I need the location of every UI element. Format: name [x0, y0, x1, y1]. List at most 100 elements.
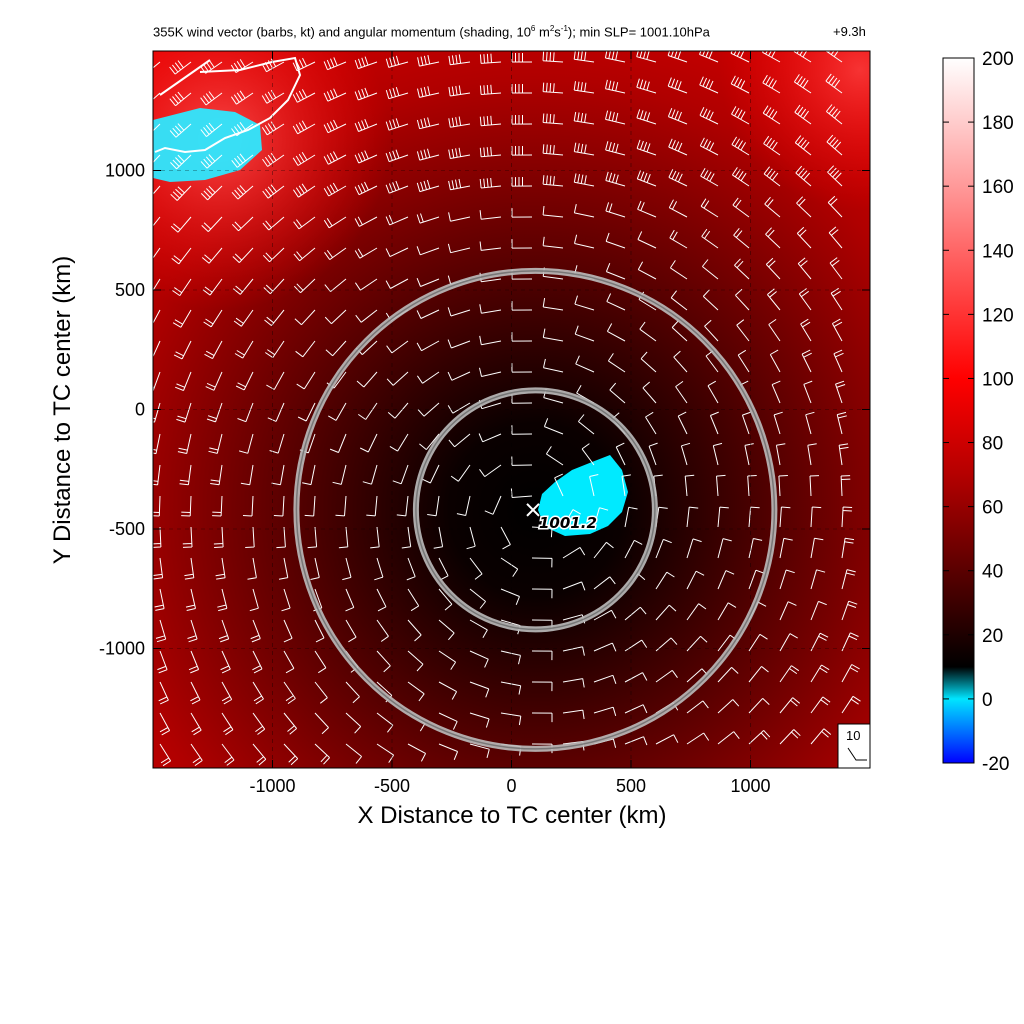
wind-barb	[154, 588, 165, 611]
wind-barb	[469, 650, 489, 668]
coastline-outline	[154, 56, 302, 154]
wind-barb	[185, 588, 196, 611]
wind-barb	[500, 526, 511, 550]
colorbar-tick-label: 20	[982, 626, 1003, 647]
wind-barb	[417, 55, 440, 67]
wind-barb	[669, 229, 688, 249]
x-tick-label: -1000	[249, 776, 295, 796]
wind-barb	[221, 681, 233, 705]
wind-barb	[511, 146, 533, 156]
wind-barb	[511, 332, 533, 342]
wind-barb	[169, 91, 192, 107]
wind-barb	[407, 588, 420, 612]
wind-barb	[307, 526, 318, 549]
wind-barb	[401, 526, 412, 549]
wind-barb	[323, 151, 347, 165]
wind-barb	[407, 650, 424, 672]
colorbar-tick-label: 100	[982, 369, 1014, 390]
colorbar-tick-label: 60	[982, 498, 1003, 519]
wind-barb	[825, 73, 843, 94]
wind-barb	[835, 380, 846, 404]
wind-barb	[833, 349, 844, 373]
wind-barb	[810, 696, 831, 714]
wind-barb	[573, 173, 595, 187]
wind-barb	[479, 335, 502, 346]
wind-barb	[323, 182, 347, 197]
wind-barb	[531, 588, 553, 599]
wind-barb	[562, 581, 586, 591]
wind-barb	[763, 135, 781, 156]
wind-barb	[573, 203, 595, 218]
wind-barb	[562, 509, 581, 528]
wind-barb	[796, 196, 812, 218]
wind-barb	[826, 104, 843, 125]
wind-barb	[304, 495, 316, 517]
wind-barb	[217, 588, 228, 612]
wind-barb	[615, 442, 626, 466]
colorbar-tick-label: 80	[982, 434, 1003, 455]
wind-barb	[438, 712, 458, 730]
wind-barb	[701, 228, 719, 249]
wind-barb	[637, 261, 657, 280]
wind-barb	[314, 650, 327, 674]
wind-barb	[744, 443, 754, 466]
wind-barb	[765, 257, 781, 280]
wind-barb	[826, 134, 843, 156]
wind-barb	[775, 443, 786, 466]
wind-barb	[261, 58, 285, 73]
wind-barb	[153, 309, 161, 325]
wind-barb	[302, 464, 316, 486]
wind-barb	[323, 119, 347, 134]
wind-barb	[153, 495, 161, 517]
wind-barb	[500, 681, 522, 695]
wind-barb	[230, 59, 254, 74]
wind-barb	[438, 650, 457, 670]
wind-barb	[593, 642, 617, 652]
wind-barb	[172, 309, 192, 328]
wind-barb	[359, 433, 378, 453]
wind-barb	[266, 371, 285, 390]
wind-barb	[624, 672, 648, 683]
wind-barb	[779, 601, 797, 621]
wind-barb	[159, 743, 172, 767]
wind-barb	[731, 106, 750, 125]
wind-barb	[169, 123, 192, 138]
wind-barb	[747, 475, 757, 497]
wind-barb	[830, 287, 843, 311]
wind-barb	[624, 539, 643, 559]
wind-barb	[283, 650, 295, 674]
x-axis-label: X Distance to TC center (km)	[358, 802, 667, 829]
wind-barb	[573, 51, 595, 63]
wind-barb	[479, 53, 502, 64]
wind-barb	[716, 474, 726, 497]
wind-barb	[578, 414, 595, 435]
wind-barb	[345, 712, 362, 734]
wind-barb	[575, 355, 595, 373]
wind-barb	[479, 210, 502, 220]
wind-barb	[233, 309, 254, 327]
wind-barb	[190, 712, 202, 736]
wind-barb	[376, 588, 387, 612]
wind-barb	[210, 464, 223, 486]
wind-barb	[797, 257, 812, 280]
wind-barb	[762, 51, 781, 63]
wind-barb	[252, 712, 266, 735]
y-tick-label: 0	[135, 400, 145, 420]
wind-barb	[511, 177, 533, 187]
wind-barb	[358, 402, 378, 420]
wind-barb	[173, 340, 192, 360]
wind-barb	[671, 320, 688, 342]
wind-barb	[416, 278, 440, 287]
wind-barb	[836, 411, 847, 435]
wind-barb	[645, 411, 657, 435]
wind-barb	[416, 309, 440, 319]
wind-barb	[448, 433, 471, 448]
wind-barb	[606, 323, 626, 342]
axis-tick-labels: -1000 -500 0 500 1000 1000 500 0 -500 -1000	[99, 161, 771, 797]
wind-barb	[212, 495, 223, 517]
wind-barb	[342, 557, 352, 581]
reference-barb-label: 10	[846, 728, 860, 743]
wind-barb	[828, 226, 843, 249]
wind-barb	[262, 184, 285, 199]
wind-barb	[542, 236, 564, 249]
